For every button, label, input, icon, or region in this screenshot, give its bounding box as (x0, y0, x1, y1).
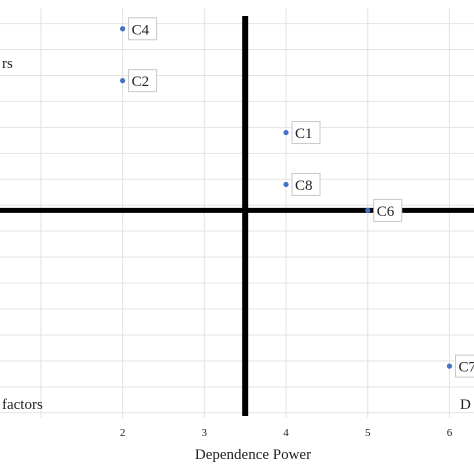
data-point-c2: C2 (119, 69, 158, 93)
point-label-box (291, 121, 321, 145)
point-label: C1 (295, 126, 313, 142)
point-label: C4 (132, 22, 150, 38)
point-label-box (128, 69, 158, 93)
point-marker (446, 363, 453, 369)
x-tick-label: 5 (365, 427, 371, 439)
x-tick-label: 6 (447, 427, 453, 439)
x-tick-label: 2 (120, 427, 126, 439)
quadrant-label: rs (2, 56, 13, 72)
point-label-box (373, 198, 403, 222)
data-point-c7: C7 (446, 354, 474, 378)
quadrant-labels: rs factors D (2, 56, 471, 413)
data-point-c6: C6 (365, 198, 403, 222)
point-label: C7 (458, 360, 474, 376)
point-marker (283, 181, 289, 188)
point-label: C6 (377, 204, 395, 220)
x-tick-labels: 2 3 4 5 6 (120, 427, 453, 439)
data-point-c4: C4 (119, 17, 158, 41)
x-axis-title: Dependence Power (195, 447, 311, 463)
data-point-c1: C1 (283, 121, 321, 145)
quadrant-dividers (0, 16, 474, 416)
point-marker (365, 207, 371, 214)
point-label: C2 (132, 74, 150, 90)
point-label: C8 (295, 178, 313, 194)
quadrant-label: factors (2, 397, 43, 413)
point-label-box (291, 172, 321, 196)
point-marker (119, 26, 126, 32)
point-label-box (128, 17, 158, 41)
point-marker (283, 129, 289, 136)
x-tick-label: 4 (283, 427, 289, 439)
point-marker (119, 78, 126, 84)
x-tick-label: 3 (202, 427, 208, 439)
point-label-box (454, 354, 474, 378)
data-points: C4 C2 C1 C8 C6 C7 (119, 17, 474, 378)
gridlines (0, 8, 474, 418)
quadrant-label: D (460, 397, 471, 413)
data-point-c8: C8 (283, 172, 321, 196)
